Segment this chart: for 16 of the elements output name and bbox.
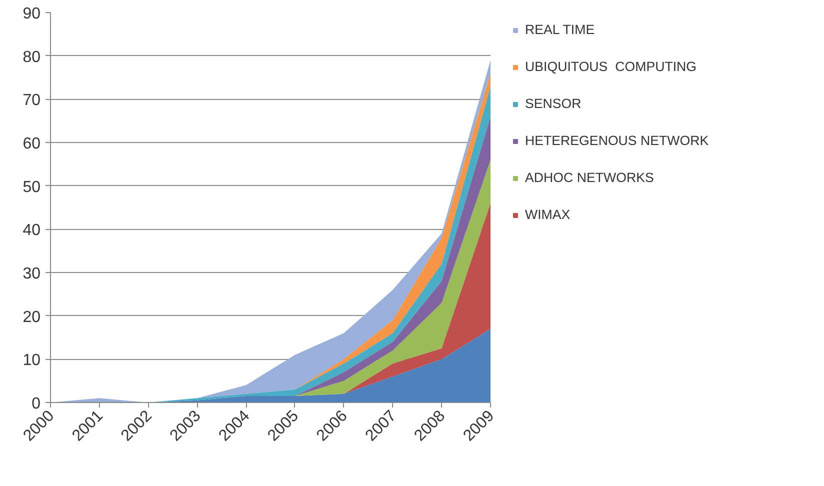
y-tick-label: 20 xyxy=(22,308,41,326)
y-tick-label: 60 xyxy=(22,136,41,152)
y-tick-label: 0 xyxy=(32,396,41,412)
y-tick-label: 70 xyxy=(22,92,41,110)
legend-label: SENSOR xyxy=(525,96,582,111)
y-tick-label: 10 xyxy=(22,352,41,370)
y-tick-label: 80 xyxy=(22,48,41,66)
legend-label: WIMAX xyxy=(525,207,570,222)
legend-label: REAL TIME xyxy=(525,22,595,37)
y-tick-label: 30 xyxy=(22,266,41,282)
legend-label: HETEREGENOUS NETWORK xyxy=(525,133,709,148)
legend-label: UBIQUITOUS COMPUTING xyxy=(525,59,697,74)
y-tick-label: 40 xyxy=(22,222,41,240)
y-tick-label: 50 xyxy=(22,178,41,196)
legend-label: ADHOC NETWORKS xyxy=(525,170,654,185)
y-tick-label: 90 xyxy=(22,6,41,22)
